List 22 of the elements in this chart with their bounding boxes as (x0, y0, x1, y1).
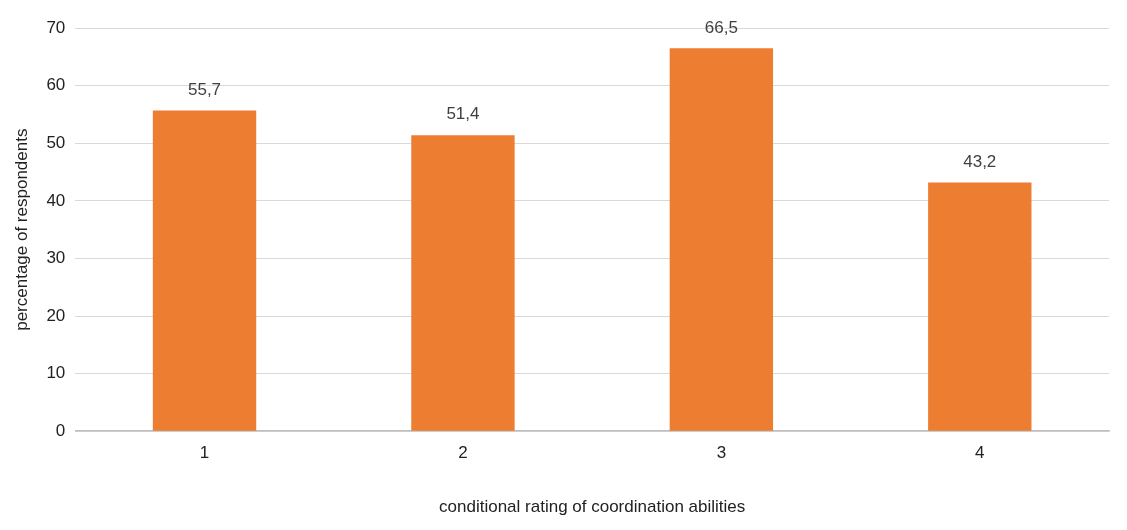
y-tick-label: 10 (46, 363, 66, 383)
x-tick-label: 4 (975, 443, 985, 463)
x-tick-label: 3 (716, 443, 727, 463)
data-label: 55,7 (187, 79, 222, 99)
x-tick-label: 2 (458, 443, 468, 463)
bar (928, 182, 1032, 431)
y-tick-label: 50 (46, 133, 66, 153)
bar (669, 48, 774, 431)
x-axis-title: conditional rating of coordination abilities (439, 497, 746, 517)
bar (411, 135, 515, 431)
data-label: 43,2 (963, 151, 997, 171)
y-tick-label: 30 (46, 248, 66, 268)
y-tick-label: 60 (46, 75, 66, 95)
y-tick-label: 0 (55, 420, 66, 440)
y-tick-label: 70 (46, 17, 66, 37)
x-tick-label: 1 (199, 443, 210, 463)
bar (152, 110, 257, 431)
y-tick-label: 20 (46, 305, 66, 325)
y-tick-label: 40 (46, 190, 66, 210)
y-axis-title: percentage of respondents (11, 128, 31, 331)
data-label: 51,4 (446, 104, 480, 124)
data-label: 66,5 (704, 17, 738, 37)
